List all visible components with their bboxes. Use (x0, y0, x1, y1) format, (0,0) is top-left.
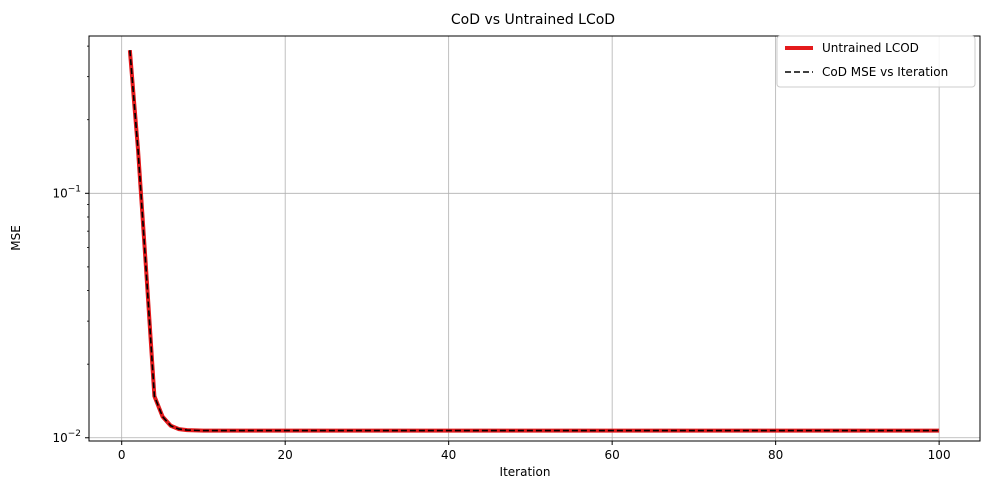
x-tick-label: 20 (278, 448, 293, 462)
chart-title: CoD vs Untrained LCoD (451, 12, 615, 28)
y-axis-label: MSE (9, 225, 23, 251)
x-axis-label: Iteration (500, 465, 551, 479)
legend-label-cod-mse: CoD MSE vs Iteration (822, 65, 948, 79)
y-tick-label: 10−2 (52, 429, 81, 445)
y-tick-label: 10−1 (52, 184, 81, 200)
x-tick-label: 0 (118, 448, 126, 462)
x-tick-label: 80 (768, 448, 783, 462)
plot-frame (88, 35, 981, 442)
y-axis-ticks: 10−2 10−1 (52, 45, 89, 445)
grid (89, 36, 980, 441)
x-tick-label: 100 (928, 448, 951, 462)
series-line-cod-mse (129, 50, 940, 432)
x-tick-label: 40 (441, 448, 456, 462)
plot-series (127, 50, 940, 433)
x-axis-ticks: 0 20 40 60 80 100 (118, 441, 951, 462)
legend-box (776, 35, 976, 88)
series-line-untrained-lcod (127, 50, 940, 433)
x-tick-label: 60 (605, 448, 620, 462)
legend-label-untrained-lcod: Untrained LCOD (822, 41, 919, 55)
legend: Untrained LCOD CoD MSE vs Iteration (776, 35, 976, 88)
